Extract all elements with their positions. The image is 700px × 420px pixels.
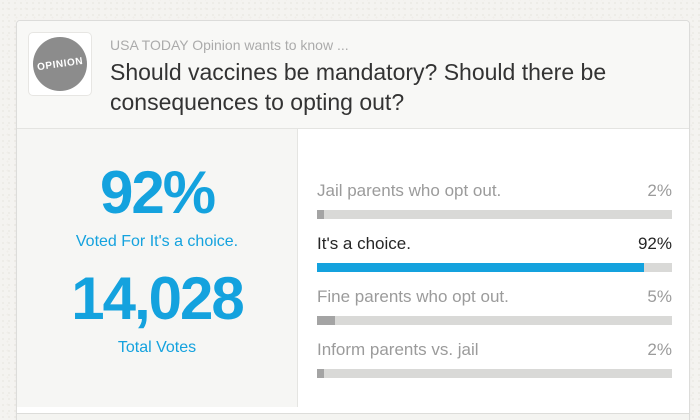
option-label: Inform parents vs. jail <box>317 340 479 359</box>
option-head: Fine parents who opt out. 5% <box>317 287 672 307</box>
poll-kicker: USA TODAY Opinion wants to know ... <box>110 37 349 53</box>
option-label: It's a choice. <box>317 234 411 253</box>
poll-footer-strip <box>17 413 689 420</box>
option-head: It's a choice. 92% <box>317 234 672 254</box>
poll-header-text: USA TODAY Opinion wants to know ... Shou… <box>92 32 606 117</box>
result-bar-track <box>317 316 672 325</box>
option-percent: 92% <box>637 234 672 253</box>
result-bar-track <box>317 369 672 378</box>
poll-question-line2: consequences to opting out? <box>110 89 405 115</box>
poll-question: Should vaccines be mandatory? Should the… <box>110 57 606 117</box>
poll-question-line1: Should vaccines be mandatory? Should the… <box>110 59 607 85</box>
result-bar-fill <box>317 369 325 378</box>
options-panel: Jail parents who opt out. 2% It's a choi… <box>298 129 689 407</box>
result-bar-fill <box>317 263 644 272</box>
poll-option-row[interactable]: Fine parents who opt out. 5% <box>317 287 672 325</box>
poll-option-row[interactable]: Inform parents vs. jail 2% <box>317 340 672 378</box>
usa-today-opinion-logo: OPINION <box>28 32 92 96</box>
summary-panel: 92% Voted For It's a choice. 14,028 Tota… <box>17 129 298 407</box>
leading-percent: 92% <box>99 159 216 226</box>
opinion-logo-icon: OPINION <box>33 37 87 91</box>
total-votes-caption: Total Votes <box>117 339 197 356</box>
option-percent: 2% <box>647 340 672 359</box>
opinion-logo-text: OPINION <box>36 55 84 73</box>
option-head: Inform parents vs. jail 2% <box>317 340 672 360</box>
poll-header: OPINION USA TODAY Opinion wants to know … <box>17 21 689 129</box>
poll-option-row[interactable]: Jail parents who opt out. 2% <box>317 181 672 219</box>
total-votes-value: 14,028 <box>71 265 245 332</box>
option-percent: 2% <box>647 181 672 200</box>
poll-results-area: 92% Voted For It's a choice. 14,028 Tota… <box>17 129 689 407</box>
option-head: Jail parents who opt out. 2% <box>317 181 672 201</box>
option-label: Jail parents who opt out. <box>317 181 502 200</box>
result-bar-fill <box>317 316 335 325</box>
option-label: Fine parents who opt out. <box>317 287 509 306</box>
card-spacer <box>17 407 689 413</box>
result-bar-track <box>317 210 672 219</box>
option-percent: 5% <box>647 287 672 306</box>
poll-option-row[interactable]: It's a choice. 92% <box>317 234 672 272</box>
poll-widget: OPINION USA TODAY Opinion wants to know … <box>16 20 690 420</box>
result-bar-track <box>317 263 672 272</box>
leading-caption: Voted For It's a choice. <box>75 233 239 250</box>
result-bar-fill <box>317 210 325 219</box>
